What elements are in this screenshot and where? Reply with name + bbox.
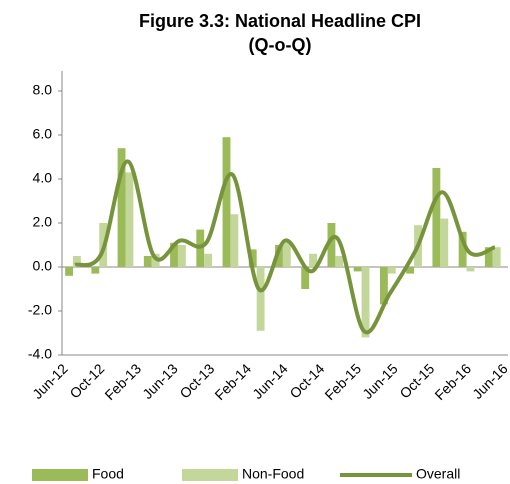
legend-swatch: [182, 469, 238, 481]
x-tick-label: Feb-15: [321, 360, 364, 403]
legend-label: Non-Food: [242, 466, 304, 482]
y-tick-label: 4.0: [33, 170, 53, 186]
y-tick-label: -4.0: [28, 346, 52, 362]
x-tick-label: Oct-15: [396, 360, 437, 401]
y-tick-label: 6.0: [33, 126, 53, 142]
bar: [432, 168, 441, 267]
legend-label: Overall: [416, 466, 460, 482]
x-tick-label: Feb-14: [211, 360, 254, 403]
bar: [379, 267, 388, 305]
bar: [248, 249, 257, 267]
x-tick-label: Jun-12: [29, 360, 71, 402]
x-tick-label: Jun-15: [359, 360, 401, 402]
bar: [309, 253, 318, 267]
chart-title: Figure 3.3: National Headline CPI: [139, 11, 421, 31]
bar: [440, 218, 449, 267]
bar: [125, 172, 134, 267]
bar: [492, 247, 501, 267]
bar: [117, 148, 126, 267]
bar: [91, 267, 100, 274]
x-tick-label: Jun-13: [139, 360, 181, 402]
bar: [230, 214, 239, 267]
bar: [204, 253, 213, 267]
bar: [484, 247, 493, 267]
y-tick-label: 8.0: [33, 82, 53, 98]
bar: [353, 267, 362, 272]
x-tick-label: Jun-16: [469, 360, 510, 402]
bar: [361, 267, 370, 338]
bar: [282, 242, 291, 267]
y-tick-label: 0.0: [33, 258, 53, 274]
line: [74, 159, 496, 335]
bar: [73, 256, 81, 267]
x-tick-label: Oct-13: [176, 360, 217, 401]
bar: [222, 137, 231, 267]
bar: [65, 267, 74, 276]
legend-swatch: [32, 469, 88, 481]
bar: [466, 267, 475, 272]
y-tick-label: -2.0: [28, 302, 52, 318]
bar: [387, 267, 396, 274]
bar: [143, 256, 152, 267]
bar: [406, 267, 415, 274]
chart-subtitle: (Q-o-Q): [249, 35, 312, 55]
x-tick-label: Feb-16: [431, 360, 474, 403]
bar: [275, 245, 283, 267]
bar: [170, 242, 178, 267]
bar: [256, 267, 265, 331]
x-tick-label: Feb-13: [101, 360, 144, 403]
x-tick-label: Oct-14: [286, 360, 327, 401]
y-tick-label: 2.0: [33, 214, 53, 230]
bar: [327, 223, 336, 267]
bar: [335, 256, 344, 267]
legend-label: Food: [92, 466, 124, 482]
bar: [301, 267, 310, 289]
bar: [177, 245, 186, 267]
x-tick-label: Oct-12: [66, 360, 107, 401]
bar: [458, 231, 467, 267]
x-tick-label: Jun-14: [249, 360, 291, 402]
